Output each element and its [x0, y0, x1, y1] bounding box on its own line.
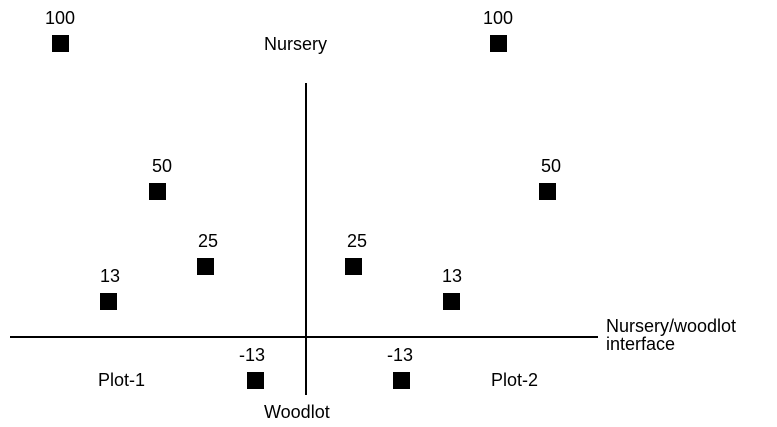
plot2-point-label: 13 — [441, 266, 463, 286]
nursery-label: Nursery — [264, 34, 328, 54]
plot2-point-marker — [539, 183, 556, 200]
plot2-point-marker — [393, 372, 410, 389]
plot1-point-label: 50 — [151, 156, 173, 176]
plot2-point-label: 25 — [346, 231, 368, 251]
plot1-point-marker — [100, 293, 117, 310]
plot2-point-label: 50 — [540, 156, 562, 176]
interface-label-line1: Nursery/woodlot — [606, 316, 737, 336]
plot-2-label: Plot-2 — [491, 370, 539, 390]
plot2-point-marker — [490, 35, 507, 52]
interface-label-line2: interface — [606, 334, 676, 354]
plot1-point-marker — [197, 258, 214, 275]
woodlot-label: Woodlot — [264, 402, 330, 422]
plot2-point-label: 100 — [482, 8, 514, 28]
plot1-point-label: 100 — [44, 8, 76, 28]
plot1-point-label: -13 — [238, 345, 265, 365]
plot1-point-label: 13 — [99, 266, 121, 286]
plot2-point-marker — [345, 258, 362, 275]
plot1-point-marker — [149, 183, 166, 200]
plot1-point-label: 25 — [197, 231, 219, 251]
plot-1-label: Plot-1 — [98, 370, 146, 390]
plot2-point-marker — [443, 293, 460, 310]
plot1-point-marker — [52, 35, 69, 52]
plot2-point-label: -13 — [386, 345, 413, 365]
plot1-point-marker — [247, 372, 264, 389]
